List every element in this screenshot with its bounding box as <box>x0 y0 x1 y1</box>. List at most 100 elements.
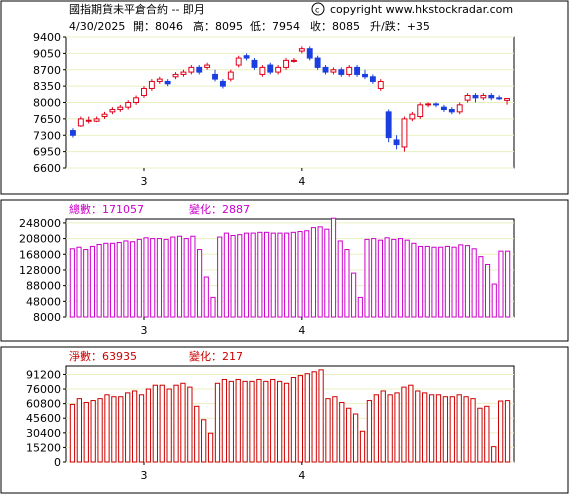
candle-body <box>259 66 266 75</box>
x-tick-label: 3 <box>140 469 147 482</box>
candle-body <box>362 73 368 78</box>
net-bar <box>346 407 352 463</box>
oi-bar <box>143 237 149 318</box>
net-bar <box>373 394 379 463</box>
oi-bar <box>491 283 497 318</box>
net-total-label: 淨數：63935 <box>69 350 137 363</box>
net-bar <box>69 403 76 463</box>
net-bar <box>104 394 110 463</box>
y-tick-label: 76000 <box>26 383 61 396</box>
candle-body <box>69 130 76 136</box>
y-tick-label: 45600 <box>26 412 61 425</box>
net-bar <box>435 394 442 463</box>
oi-bar <box>337 240 343 318</box>
oi-bar <box>230 234 236 318</box>
x-tick-label: 4 <box>298 324 305 337</box>
candle-body <box>330 69 337 73</box>
y-tick-label: 8000 <box>33 311 61 324</box>
y-tick-label: 88000 <box>26 280 61 293</box>
oi-bar <box>203 276 209 318</box>
x-tick-label: 3 <box>140 324 147 337</box>
net-bar <box>118 396 124 463</box>
oi-bar <box>103 242 109 318</box>
candle-body <box>464 94 471 101</box>
oi-bar <box>478 256 484 318</box>
net-bar <box>131 390 138 463</box>
oi-bar <box>505 250 511 318</box>
candle-body <box>377 80 384 89</box>
net-bar <box>97 398 103 463</box>
candle-body <box>338 69 345 75</box>
net-bar <box>187 386 193 463</box>
close-label: 收： <box>310 19 332 33</box>
net-bar <box>290 377 297 463</box>
x-tick-label: 4 <box>298 469 305 482</box>
candle-body <box>472 94 479 99</box>
oi-bar <box>364 238 370 318</box>
candle-body <box>456 104 463 113</box>
candle-body <box>306 48 313 59</box>
oi-bar <box>344 249 350 318</box>
candle-body <box>212 73 218 80</box>
copyright-icon <box>311 2 325 16</box>
open-label: 開： <box>133 20 155 33</box>
oi-bar <box>464 245 471 318</box>
y-tick-label: 248000 <box>19 217 61 230</box>
candle-body <box>267 64 274 73</box>
y-tick-label: 0 <box>54 456 61 469</box>
net-bar <box>125 392 131 463</box>
net-bar <box>111 396 117 463</box>
oi-bar <box>277 232 283 318</box>
candle-body <box>322 66 329 73</box>
net-bar <box>504 400 511 463</box>
candle-body <box>133 97 140 103</box>
candle-body <box>298 48 305 52</box>
net-bar <box>352 413 359 463</box>
candle-body <box>504 98 511 101</box>
net-bar <box>470 398 476 463</box>
oi-bar <box>357 296 363 318</box>
candle-body <box>148 80 155 89</box>
net-bar <box>339 401 345 463</box>
oi-bar <box>317 226 323 318</box>
high-value: 8095 <box>215 20 243 33</box>
net-bar <box>359 430 366 463</box>
net-bar <box>318 369 324 463</box>
y-tick-label: 48000 <box>26 295 61 308</box>
oi-bar <box>444 245 450 318</box>
net-bar <box>422 392 428 463</box>
net-bar <box>166 388 172 463</box>
candle-body <box>156 78 163 82</box>
y-tick-label: 30400 <box>26 427 61 440</box>
axes-layer: 9400 9050 8700 8350 8000 7650 7300 6950 6600 3 4 24… <box>19 31 305 482</box>
oi-bar <box>123 240 129 318</box>
oi-bar <box>176 235 183 318</box>
oi-bar <box>116 242 122 318</box>
candle-body <box>440 106 447 111</box>
oi-bar <box>210 296 216 318</box>
candle-body <box>117 106 124 111</box>
net-bar <box>180 382 186 463</box>
candle-body <box>480 94 487 99</box>
candle-body <box>417 104 424 118</box>
oi-total-label: 總數：171057 <box>69 202 144 216</box>
quote-line: 4/30/2025 開：8046 高：8095 低：7954 收：8085 升/… <box>69 19 430 33</box>
copyright-text: copyright www.hkstockradar.com <box>330 3 513 16</box>
net-bar <box>415 390 421 463</box>
candle-body <box>85 119 92 122</box>
oi-bar <box>498 250 504 318</box>
oi-bar <box>371 238 377 318</box>
net-bar <box>90 400 96 463</box>
candle-body <box>180 71 187 75</box>
oi-bar <box>458 244 464 318</box>
net-bar <box>138 394 145 463</box>
oi-bar <box>270 232 276 318</box>
oi-bar <box>197 249 203 318</box>
y-tick-label: 128000 <box>19 264 61 277</box>
oi-bar <box>384 237 390 318</box>
net-bar <box>442 396 449 463</box>
oi-bar <box>109 242 116 318</box>
candle-body <box>283 59 290 68</box>
marks-layer <box>69 46 511 463</box>
